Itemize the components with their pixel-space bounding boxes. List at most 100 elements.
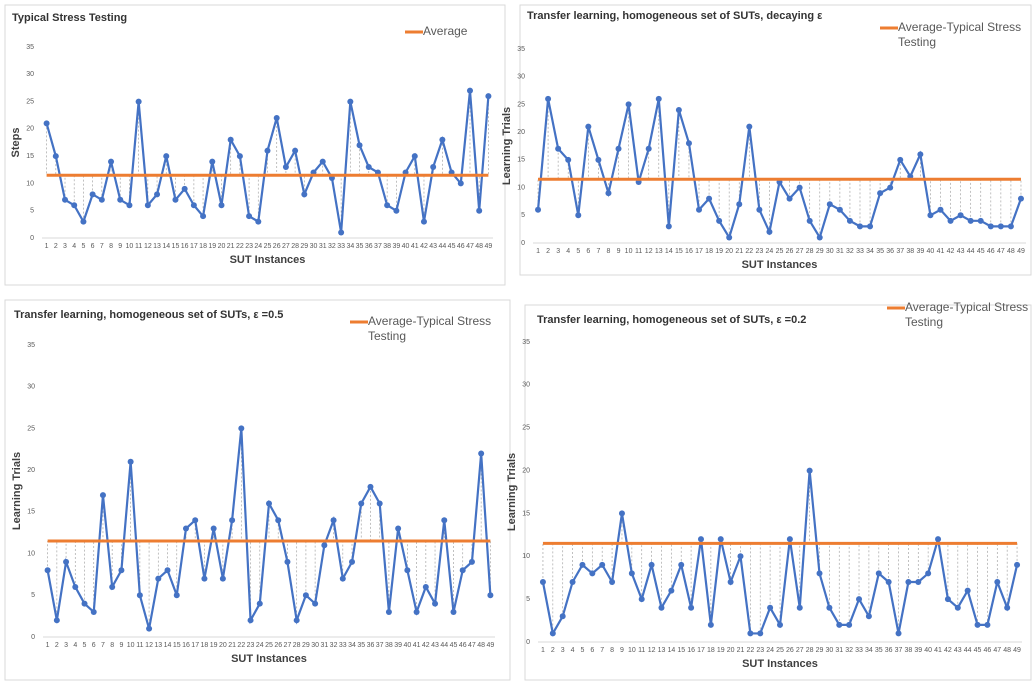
y-tick-label: 30 [517, 74, 525, 81]
x-tick-label: 42 [420, 243, 428, 250]
y-tick-label: 30 [26, 71, 34, 78]
x-tick-label: 27 [284, 642, 292, 649]
x-tick-label: 11 [135, 243, 142, 250]
y-tick-label: 0 [30, 235, 34, 242]
x-tick-label: 17 [191, 642, 199, 649]
data-point [746, 123, 753, 130]
data-point [108, 158, 115, 165]
x-tick-label: 19 [210, 642, 218, 649]
x-tick-label: 18 [705, 248, 713, 255]
data-point [1007, 223, 1014, 230]
y-tick-label: 5 [31, 592, 35, 599]
data-point [895, 630, 902, 637]
data-point [887, 184, 894, 191]
x-tick-label: 22 [745, 248, 753, 255]
data-point [247, 617, 254, 624]
y-axis-label: Steps [10, 128, 22, 158]
data-point [856, 223, 863, 230]
data-point [459, 567, 466, 574]
data-point [1017, 195, 1024, 202]
x-tick-label: 26 [273, 243, 281, 250]
data-point [997, 223, 1004, 230]
x-tick-label: 9 [118, 243, 122, 250]
x-tick-label: 7 [600, 647, 604, 654]
data-point [127, 458, 134, 465]
y-tick-label: 35 [517, 46, 525, 53]
x-tick-label: 36 [886, 248, 894, 255]
data-point [786, 195, 793, 202]
x-tick-label: 2 [546, 248, 550, 255]
data-point [957, 212, 964, 219]
x-tick-label: 23 [755, 248, 763, 255]
x-tick-label: 35 [875, 647, 883, 654]
chart-title: Transfer learning, homogeneous set of SU… [527, 10, 823, 22]
y-tick-label: 15 [26, 153, 34, 160]
x-tick-label: 43 [431, 642, 439, 649]
x-tick-label: 41 [411, 243, 419, 250]
data-point [786, 536, 793, 543]
data-point [917, 151, 924, 158]
x-tick-label: 17 [190, 243, 198, 250]
y-tick-label: 25 [522, 425, 530, 432]
x-tick-label: 38 [906, 248, 914, 255]
data-point [395, 525, 402, 532]
x-tick-label: 26 [274, 642, 282, 649]
x-tick-label: 37 [896, 248, 904, 255]
legend-label: Average [423, 24, 468, 38]
data-point [569, 579, 576, 585]
data-point [697, 536, 704, 543]
x-tick-label: 47 [466, 243, 474, 250]
x-tick-label: 8 [607, 248, 611, 255]
x-tick-label: 49 [1013, 647, 1021, 654]
legend: Average [423, 24, 468, 38]
data-point [432, 600, 439, 607]
data-point [565, 156, 572, 163]
data-point [172, 196, 179, 203]
y-tick-label: 20 [517, 129, 525, 136]
data-point [944, 596, 951, 603]
panel-frame [524, 304, 1032, 681]
x-tick-label: 13 [153, 243, 161, 250]
data-point [62, 196, 69, 203]
data-point [668, 587, 675, 594]
data-point [806, 467, 813, 474]
data-point [411, 153, 418, 160]
x-tick-label: 24 [256, 642, 264, 649]
data-point [987, 223, 994, 230]
x-tick-label: 48 [1003, 647, 1011, 654]
x-tick-label: 21 [228, 642, 236, 649]
x-tick-label: 49 [486, 642, 494, 649]
data-point [905, 579, 912, 585]
x-tick-label: 10 [126, 243, 134, 250]
data-point [756, 206, 763, 213]
data-point [645, 145, 652, 152]
x-tick-label: 2 [54, 243, 58, 250]
data-point [915, 579, 922, 585]
x-tick-label: 46 [987, 248, 995, 255]
panel-frame [4, 4, 506, 286]
x-tick-label: 10 [628, 647, 636, 654]
x-tick-label: 33 [337, 243, 345, 250]
data-point [796, 184, 803, 191]
x-tick-label: 12 [144, 243, 152, 250]
x-tick-label: 10 [127, 642, 135, 649]
x-tick-label: 45 [448, 243, 456, 250]
data-point [173, 592, 180, 599]
data-point [967, 217, 974, 224]
x-tick-label: 25 [264, 243, 272, 250]
x-tick-label: 7 [100, 243, 104, 250]
data-point [935, 536, 942, 543]
data-point [200, 213, 207, 220]
y-tick-label: 5 [521, 212, 525, 219]
data-point [154, 191, 161, 198]
x-tick-label: 23 [247, 642, 255, 649]
x-tick-label: 42 [947, 248, 955, 255]
data-point [984, 621, 991, 628]
x-axis-label: SUT Instances [742, 658, 818, 670]
data-point [356, 142, 363, 149]
x-tick-label: 15 [677, 647, 685, 654]
x-tick-label: 38 [383, 243, 391, 250]
y-tick-label: 30 [27, 384, 35, 391]
data-point [292, 147, 299, 154]
x-tick-label: 1 [536, 248, 540, 255]
